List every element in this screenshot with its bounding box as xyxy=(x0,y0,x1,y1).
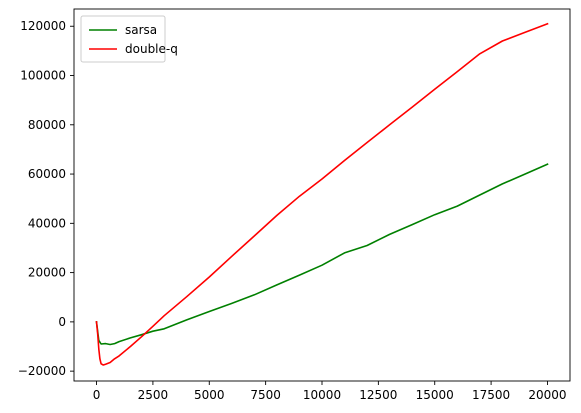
plot-lines xyxy=(95,22,549,366)
x-axis: 0 2500 5000 7500 10000 12500 15000 17500 20000 xyxy=(93,381,567,402)
legend-box xyxy=(80,15,166,63)
legend-label-sarsa: sarsa xyxy=(125,23,157,37)
y-tick-label: 0 xyxy=(58,315,66,329)
x-tick-label: 2500 xyxy=(138,388,169,402)
x-tick-label: 10000 xyxy=(303,388,341,402)
x-tick-label: 17500 xyxy=(472,388,510,402)
y-tick-label: 60000 xyxy=(28,167,66,181)
x-tick-label: 7500 xyxy=(250,388,281,402)
y-tick-label: 80000 xyxy=(28,118,66,132)
series-line-double-q xyxy=(95,22,549,366)
x-tick-label: 12500 xyxy=(359,388,397,402)
y-tick-label: 120000 xyxy=(20,19,66,33)
y-axis: −20000 0 20000 40000 60000 80000 100000 120000 xyxy=(18,19,74,378)
legend-label-double-q: double-q xyxy=(125,42,178,56)
series-line-sarsa xyxy=(95,163,549,346)
x-tick-label: 20000 xyxy=(528,388,566,402)
x-tick-label: 15000 xyxy=(416,388,454,402)
y-tick-label: 40000 xyxy=(28,216,66,230)
y-tick-label: −20000 xyxy=(18,364,66,378)
x-tick-label: 5000 xyxy=(194,388,225,402)
legend: sarsa double-q xyxy=(80,15,178,63)
x-tick-label: 0 xyxy=(93,388,101,402)
y-tick-label: 20000 xyxy=(28,266,66,280)
y-tick-label: 100000 xyxy=(20,69,66,83)
